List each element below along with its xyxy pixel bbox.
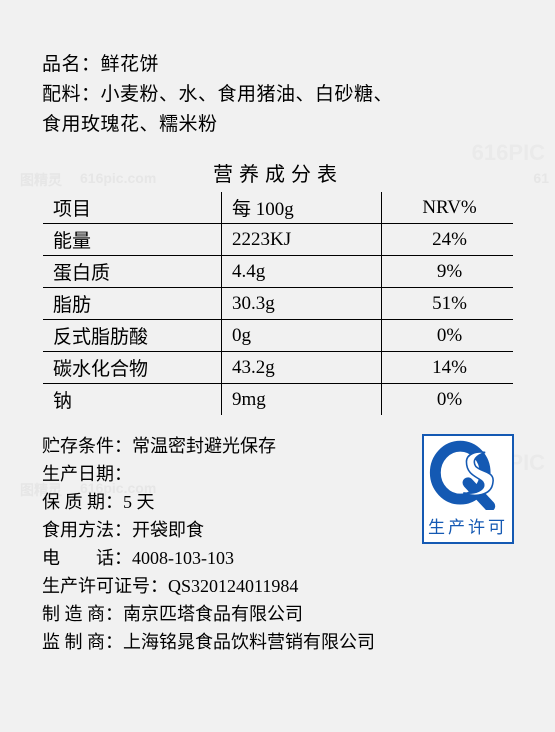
- cell-per: 4.4g: [221, 256, 381, 288]
- cell-per: 30.3g: [221, 288, 381, 320]
- table-row: 钠 9mg 0%: [43, 384, 514, 416]
- phone-line: 电 话：4008-103-103: [42, 544, 514, 572]
- cell-per: 2223KJ: [221, 224, 381, 256]
- cell-nrv: 0%: [382, 384, 514, 416]
- qs-badge: 生产许可: [422, 434, 514, 544]
- table-header-row: 项目 每 100g NRV%: [43, 192, 514, 224]
- table-row: 脂肪 30.3g 51%: [43, 288, 514, 320]
- table-row: 蛋白质 4.4g 9%: [43, 256, 514, 288]
- cell-item: 碳水化合物: [43, 352, 222, 384]
- product-info-top: 品名：鲜花饼 配料：小麦粉、水、食用猪油、白砂糖、 食用玫瑰花、糯米粉: [42, 50, 514, 140]
- cell-nrv: 51%: [382, 288, 514, 320]
- cell-item: 蛋白质: [43, 256, 222, 288]
- th-item: 项目: [43, 192, 222, 224]
- cell-per: 9mg: [221, 384, 381, 416]
- table-row: 能量 2223KJ 24%: [43, 224, 514, 256]
- cell-nrv: 0%: [382, 320, 514, 352]
- table-row: 反式脂肪酸 0g 0%: [43, 320, 514, 352]
- ingredients-line-1: 配料：小麦粉、水、食用猪油、白砂糖、: [42, 80, 514, 110]
- qs-icon: [429, 440, 507, 510]
- cell-nrv: 14%: [382, 352, 514, 384]
- license-line: 生产许可证号：QS320124011984: [42, 572, 514, 600]
- cell-item: 反式脂肪酸: [43, 320, 222, 352]
- cell-item: 钠: [43, 384, 222, 416]
- nutrition-title: 营养成分表: [42, 158, 514, 187]
- th-nrv: NRV%: [382, 192, 514, 224]
- table-row: 碳水化合物 43.2g 14%: [43, 352, 514, 384]
- manufacturer-line: 制 造 商：南京匹塔食品有限公司: [42, 600, 514, 628]
- nutrition-table: 项目 每 100g NRV% 能量 2223KJ 24% 蛋白质 4.4g 9%…: [42, 191, 514, 416]
- cell-nrv: 9%: [382, 256, 514, 288]
- watermark: 61: [533, 170, 549, 186]
- label-sheet: 品名：鲜花饼 配料：小麦粉、水、食用猪油、白砂糖、 食用玫瑰花、糯米粉 营养成分…: [42, 50, 514, 656]
- cell-item: 脂肪: [43, 288, 222, 320]
- cell-per: 43.2g: [221, 352, 381, 384]
- cell-nrv: 24%: [382, 224, 514, 256]
- supervisor-line: 监 制 商：上海铭晁食品饮料营销有限公司: [42, 628, 514, 656]
- cell-per: 0g: [221, 320, 381, 352]
- cell-item: 能量: [43, 224, 222, 256]
- product-name-line: 品名：鲜花饼: [42, 50, 514, 80]
- product-info-bottom: 生产许可 贮存条件：常温密封避光保存 生产日期： 保 质 期：5 天 食用方法：…: [42, 432, 514, 656]
- th-per: 每 100g: [221, 192, 381, 224]
- ingredients-line-2: 食用玫瑰花、糯米粉: [42, 110, 514, 140]
- qs-label: 生产许可: [424, 513, 512, 538]
